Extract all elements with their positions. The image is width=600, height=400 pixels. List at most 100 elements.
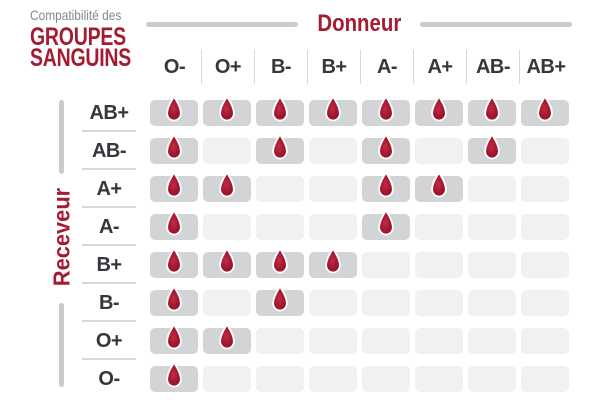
cell-receiver-AB--donor-B+: [309, 138, 357, 164]
blood-drop-icon: [431, 171, 447, 198]
cell-receiver-A--donor-AB-: [468, 214, 516, 240]
blood-drop-icon: [325, 247, 341, 274]
receiver-row-header-O+: O+: [80, 328, 138, 366]
cell-receiver-A--donor-A+: [415, 214, 463, 240]
cell-receiver-A--donor-O-: [150, 209, 198, 240]
cell-receiver-A+-donor-O+: [203, 171, 251, 202]
title-block: Compatibilité des GROUPES SANGUINS: [30, 7, 160, 72]
donor-column-header-A+: A+: [413, 50, 466, 84]
receiver-axis-line-bottom: [59, 303, 64, 387]
blood-drop-icon: [166, 95, 182, 122]
receiver-row-label: AB-: [91, 139, 127, 162]
cell-receiver-O+-donor-AB-: [468, 328, 516, 354]
blood-drop-icon: [484, 95, 500, 122]
cell-receiver-B--donor-O+: [203, 290, 251, 316]
row-separator: [82, 244, 136, 246]
cell-receiver-O+-donor-B+: [309, 328, 357, 354]
cell-receiver-B+-donor-A-: [362, 252, 410, 278]
cell-receiver-AB--donor-A-: [362, 133, 410, 164]
cell-receiver-O+-donor-AB+: [521, 328, 569, 354]
blood-drop-icon: [378, 133, 394, 160]
donor-axis-header: Donneur: [146, 10, 573, 37]
cell-receiver-A--donor-B-: [256, 214, 304, 240]
receiver-row-label: B+: [96, 253, 122, 276]
donor-axis-line-right: [420, 21, 573, 27]
cell-receiver-B+-donor-O-: [150, 247, 198, 278]
receiver-row-label: A-: [98, 215, 120, 238]
cell-receiver-B--donor-A+: [415, 290, 463, 316]
cell-receiver-AB+-donor-A+: [415, 95, 463, 126]
receiver-row-headers: AB+ AB- A+ A- B+ B- O+ O-: [80, 100, 138, 400]
blood-drop-icon: [272, 133, 288, 160]
cell-receiver-A+-donor-AB+: [521, 176, 569, 202]
cell-receiver-O+-donor-O+: [203, 323, 251, 354]
cell-receiver-A--donor-AB+: [521, 214, 569, 240]
cell-receiver-O--donor-O-: [150, 361, 198, 392]
cell-receiver-AB+-donor-O+: [203, 95, 251, 126]
blood-drop-icon: [378, 209, 394, 236]
cell-receiver-O--donor-AB-: [468, 366, 516, 392]
row-separator: [82, 320, 136, 322]
receiver-row-header-A-: A-: [80, 214, 138, 252]
cell-receiver-O--donor-O+: [203, 366, 251, 392]
donor-column-header-A-: A-: [360, 50, 413, 84]
donor-column-label: B-: [270, 55, 292, 78]
receiver-row-header-A+: A+: [80, 176, 138, 214]
blood-drop-icon: [219, 247, 235, 274]
cell-receiver-O--donor-A+: [415, 366, 463, 392]
cell-receiver-O+-donor-A-: [362, 328, 410, 354]
cell-receiver-AB--donor-O+: [203, 138, 251, 164]
cell-receiver-B--donor-AB+: [521, 290, 569, 316]
cell-receiver-AB+-donor-O-: [150, 95, 198, 126]
cell-receiver-A+-donor-B+: [309, 176, 357, 202]
receiver-row-header-AB-: AB-: [80, 138, 138, 176]
blood-drop-icon: [166, 323, 182, 350]
cell-receiver-A+-donor-O-: [150, 171, 198, 202]
cell-receiver-B--donor-O-: [150, 285, 198, 316]
donor-column-label: AB-: [475, 55, 511, 78]
blood-drop-icon: [166, 209, 182, 236]
cell-receiver-AB+-donor-B+: [309, 95, 357, 126]
receiver-row-header-B-: B-: [80, 290, 138, 328]
cell-receiver-B+-donor-A+: [415, 252, 463, 278]
cell-receiver-A--donor-B+: [309, 214, 357, 240]
cell-receiver-AB--donor-AB+: [521, 138, 569, 164]
cell-receiver-AB--donor-O-: [150, 133, 198, 164]
cell-receiver-B+-donor-AB+: [521, 252, 569, 278]
receiver-row-header-B+: B+: [80, 252, 138, 290]
blood-drop-icon: [219, 171, 235, 198]
row-separator: [82, 358, 136, 360]
blood-drop-icon: [378, 171, 394, 198]
cell-receiver-B--donor-B+: [309, 290, 357, 316]
donor-column-label: B+: [321, 55, 347, 78]
donor-column-header-O+: O+: [201, 50, 254, 84]
donor-column-header-O-: O-: [148, 50, 201, 84]
donor-column-label: O+: [214, 55, 242, 78]
cell-receiver-O+-donor-A+: [415, 328, 463, 354]
donor-column-label: A-: [376, 55, 398, 78]
cell-receiver-A+-donor-AB-: [468, 176, 516, 202]
cell-receiver-AB+-donor-A-: [362, 95, 410, 126]
compatibility-matrix: [150, 95, 569, 392]
cell-receiver-A--donor-A-: [362, 209, 410, 240]
row-separator: [82, 130, 136, 132]
cell-receiver-O--donor-AB+: [521, 366, 569, 392]
blood-drop-icon: [325, 95, 341, 122]
donor-column-headers: O- O+ B- B+ A- A+ AB- AB+: [148, 50, 572, 84]
cell-receiver-AB--donor-B-: [256, 133, 304, 164]
cell-receiver-A+-donor-A-: [362, 171, 410, 202]
receiver-row-header-AB+: AB+: [80, 100, 138, 138]
blood-drop-icon: [272, 95, 288, 122]
donor-column-label: AB+: [526, 55, 566, 78]
title-kicker: Compatibilité des: [30, 7, 122, 23]
cell-receiver-B+-donor-B+: [309, 247, 357, 278]
donor-column-header-AB-: AB-: [466, 50, 519, 84]
cell-receiver-AB+-donor-AB+: [521, 95, 569, 126]
cell-receiver-O+-donor-O-: [150, 323, 198, 354]
cell-receiver-O--donor-A-: [362, 366, 410, 392]
title-line-sanguins: SANGUINS: [30, 44, 132, 72]
blood-drop-icon: [166, 285, 182, 312]
blood-drop-icon: [219, 323, 235, 350]
cell-receiver-O--donor-B-: [256, 366, 304, 392]
